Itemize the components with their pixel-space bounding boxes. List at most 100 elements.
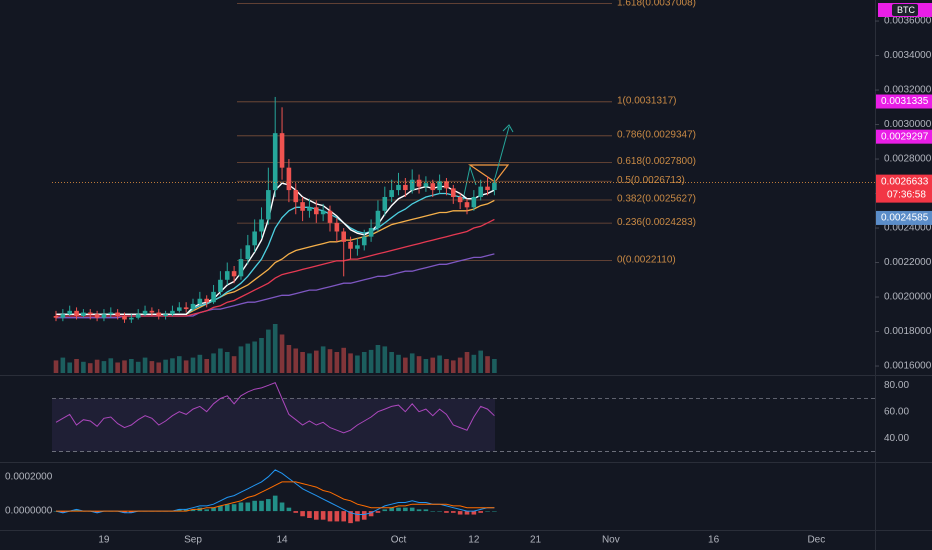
volume-bar — [416, 356, 422, 373]
volume-bar — [238, 346, 244, 373]
candle-body — [471, 196, 477, 208]
candle-body — [314, 207, 319, 215]
volume-bar — [348, 353, 353, 373]
volume-bar — [444, 359, 449, 373]
candle-body — [437, 181, 442, 191]
volume-bar — [266, 329, 271, 373]
fib-label: 0.382(0.0025627) — [617, 194, 696, 205]
fib-label: 0.618(0.0027800) — [617, 156, 696, 167]
volume-bar — [423, 359, 429, 373]
macd-histogram-bar — [403, 507, 408, 512]
y-tick-label: 0.0036000 — [884, 16, 932, 27]
macd-histogram-bar — [430, 511, 436, 512]
macd-histogram-bar — [341, 511, 346, 522]
x-tick-label: 19 — [98, 535, 110, 546]
macd-histogram-bar — [437, 511, 442, 512]
macd-histogram-bar — [348, 511, 353, 524]
y-tick-label: 0.0030000 — [884, 119, 932, 130]
volume-bar — [211, 353, 216, 373]
fib-label: 0.236(0.0024283) — [617, 217, 696, 228]
volume-bar — [355, 355, 360, 373]
volume-bar — [382, 346, 388, 373]
macd-histogram-bar — [238, 502, 244, 512]
price-tag — [876, 210, 932, 225]
current-price-label: 0.0026633 — [881, 176, 929, 187]
volume-bar — [218, 348, 223, 373]
volume-bar — [492, 359, 497, 373]
volume-bar — [464, 352, 470, 373]
volume-bar — [149, 361, 155, 373]
macd-histogram-bar — [177, 509, 182, 512]
candle-body — [245, 245, 251, 260]
candle-body — [142, 310, 148, 315]
macd-histogram-bar — [293, 511, 299, 513]
macd-histogram-bar — [94, 511, 100, 513]
macd-histogram-bar — [471, 511, 477, 515]
volume-bar — [245, 343, 251, 373]
macd-histogram-bar — [183, 509, 189, 512]
candle-body — [115, 312, 120, 317]
triangle-drawing — [468, 164, 510, 183]
macd-histogram-bar — [320, 511, 326, 520]
candle-body — [279, 133, 285, 168]
macd-histogram-bar — [252, 500, 257, 512]
moving-average — [56, 218, 495, 317]
candle-body — [334, 222, 340, 232]
macd-histogram-bar — [492, 511, 497, 512]
candle-body — [457, 196, 463, 203]
candle-body — [361, 236, 367, 246]
volume-bar — [122, 360, 127, 373]
y-tick-label: 0.0032000 — [884, 85, 932, 96]
fib-label: 0(0.0022110) — [617, 254, 676, 265]
macd-histogram-bar — [218, 505, 223, 512]
macd-histogram-bar — [286, 507, 292, 512]
candle-body — [101, 314, 107, 318]
volume-bar — [163, 359, 168, 373]
volume-bar — [293, 348, 299, 373]
macd-histogram-bar — [382, 509, 388, 512]
volume-bar — [87, 363, 93, 373]
candle-body — [382, 196, 388, 211]
macd-histogram-bar — [368, 511, 374, 517]
current-price-tag — [876, 174, 932, 203]
macd-histogram-bar — [361, 511, 367, 520]
volume-bar — [170, 358, 175, 373]
macd-histogram-bar — [259, 500, 264, 512]
fib-label: 1.618(0.0037008) — [617, 0, 696, 8]
candle-body — [430, 183, 436, 191]
macd-histogram-bar — [314, 511, 319, 520]
price-tag — [876, 94, 932, 109]
volume-bar — [190, 357, 196, 373]
candle-body — [396, 184, 401, 191]
candle-body — [403, 184, 408, 191]
y-tick-label: 0.0020000 — [884, 292, 932, 303]
candle-body — [231, 271, 237, 277]
trend-drawing — [462, 165, 477, 201]
volume-bar — [156, 362, 162, 373]
macd-histogram-bar — [389, 507, 394, 512]
macd-line — [55, 469, 495, 515]
macd-histogram-bar — [272, 495, 278, 512]
candle-body — [135, 314, 141, 318]
candle-body — [478, 186, 483, 197]
volume-bar — [451, 360, 456, 373]
volume-bar — [135, 361, 141, 373]
countdown: 07:36:58 — [887, 189, 926, 200]
x-tick-label: Oct — [391, 535, 407, 546]
candle-body — [183, 307, 189, 310]
volume-bar — [101, 361, 107, 373]
candle-body — [266, 190, 271, 220]
volume-bar — [279, 334, 285, 373]
price-tag-label: 0.0031335 — [881, 96, 929, 107]
candle-body — [423, 183, 429, 187]
candle-body — [451, 188, 456, 197]
volume-bar — [115, 362, 120, 373]
volume-bar — [471, 354, 477, 373]
volume-bar — [396, 354, 401, 373]
candle-body — [272, 133, 278, 191]
y-tick-label: 80.00 — [884, 380, 909, 391]
volume-bar — [403, 357, 408, 373]
macd-histogram-bar — [307, 511, 312, 518]
macd-line — [56, 481, 495, 512]
